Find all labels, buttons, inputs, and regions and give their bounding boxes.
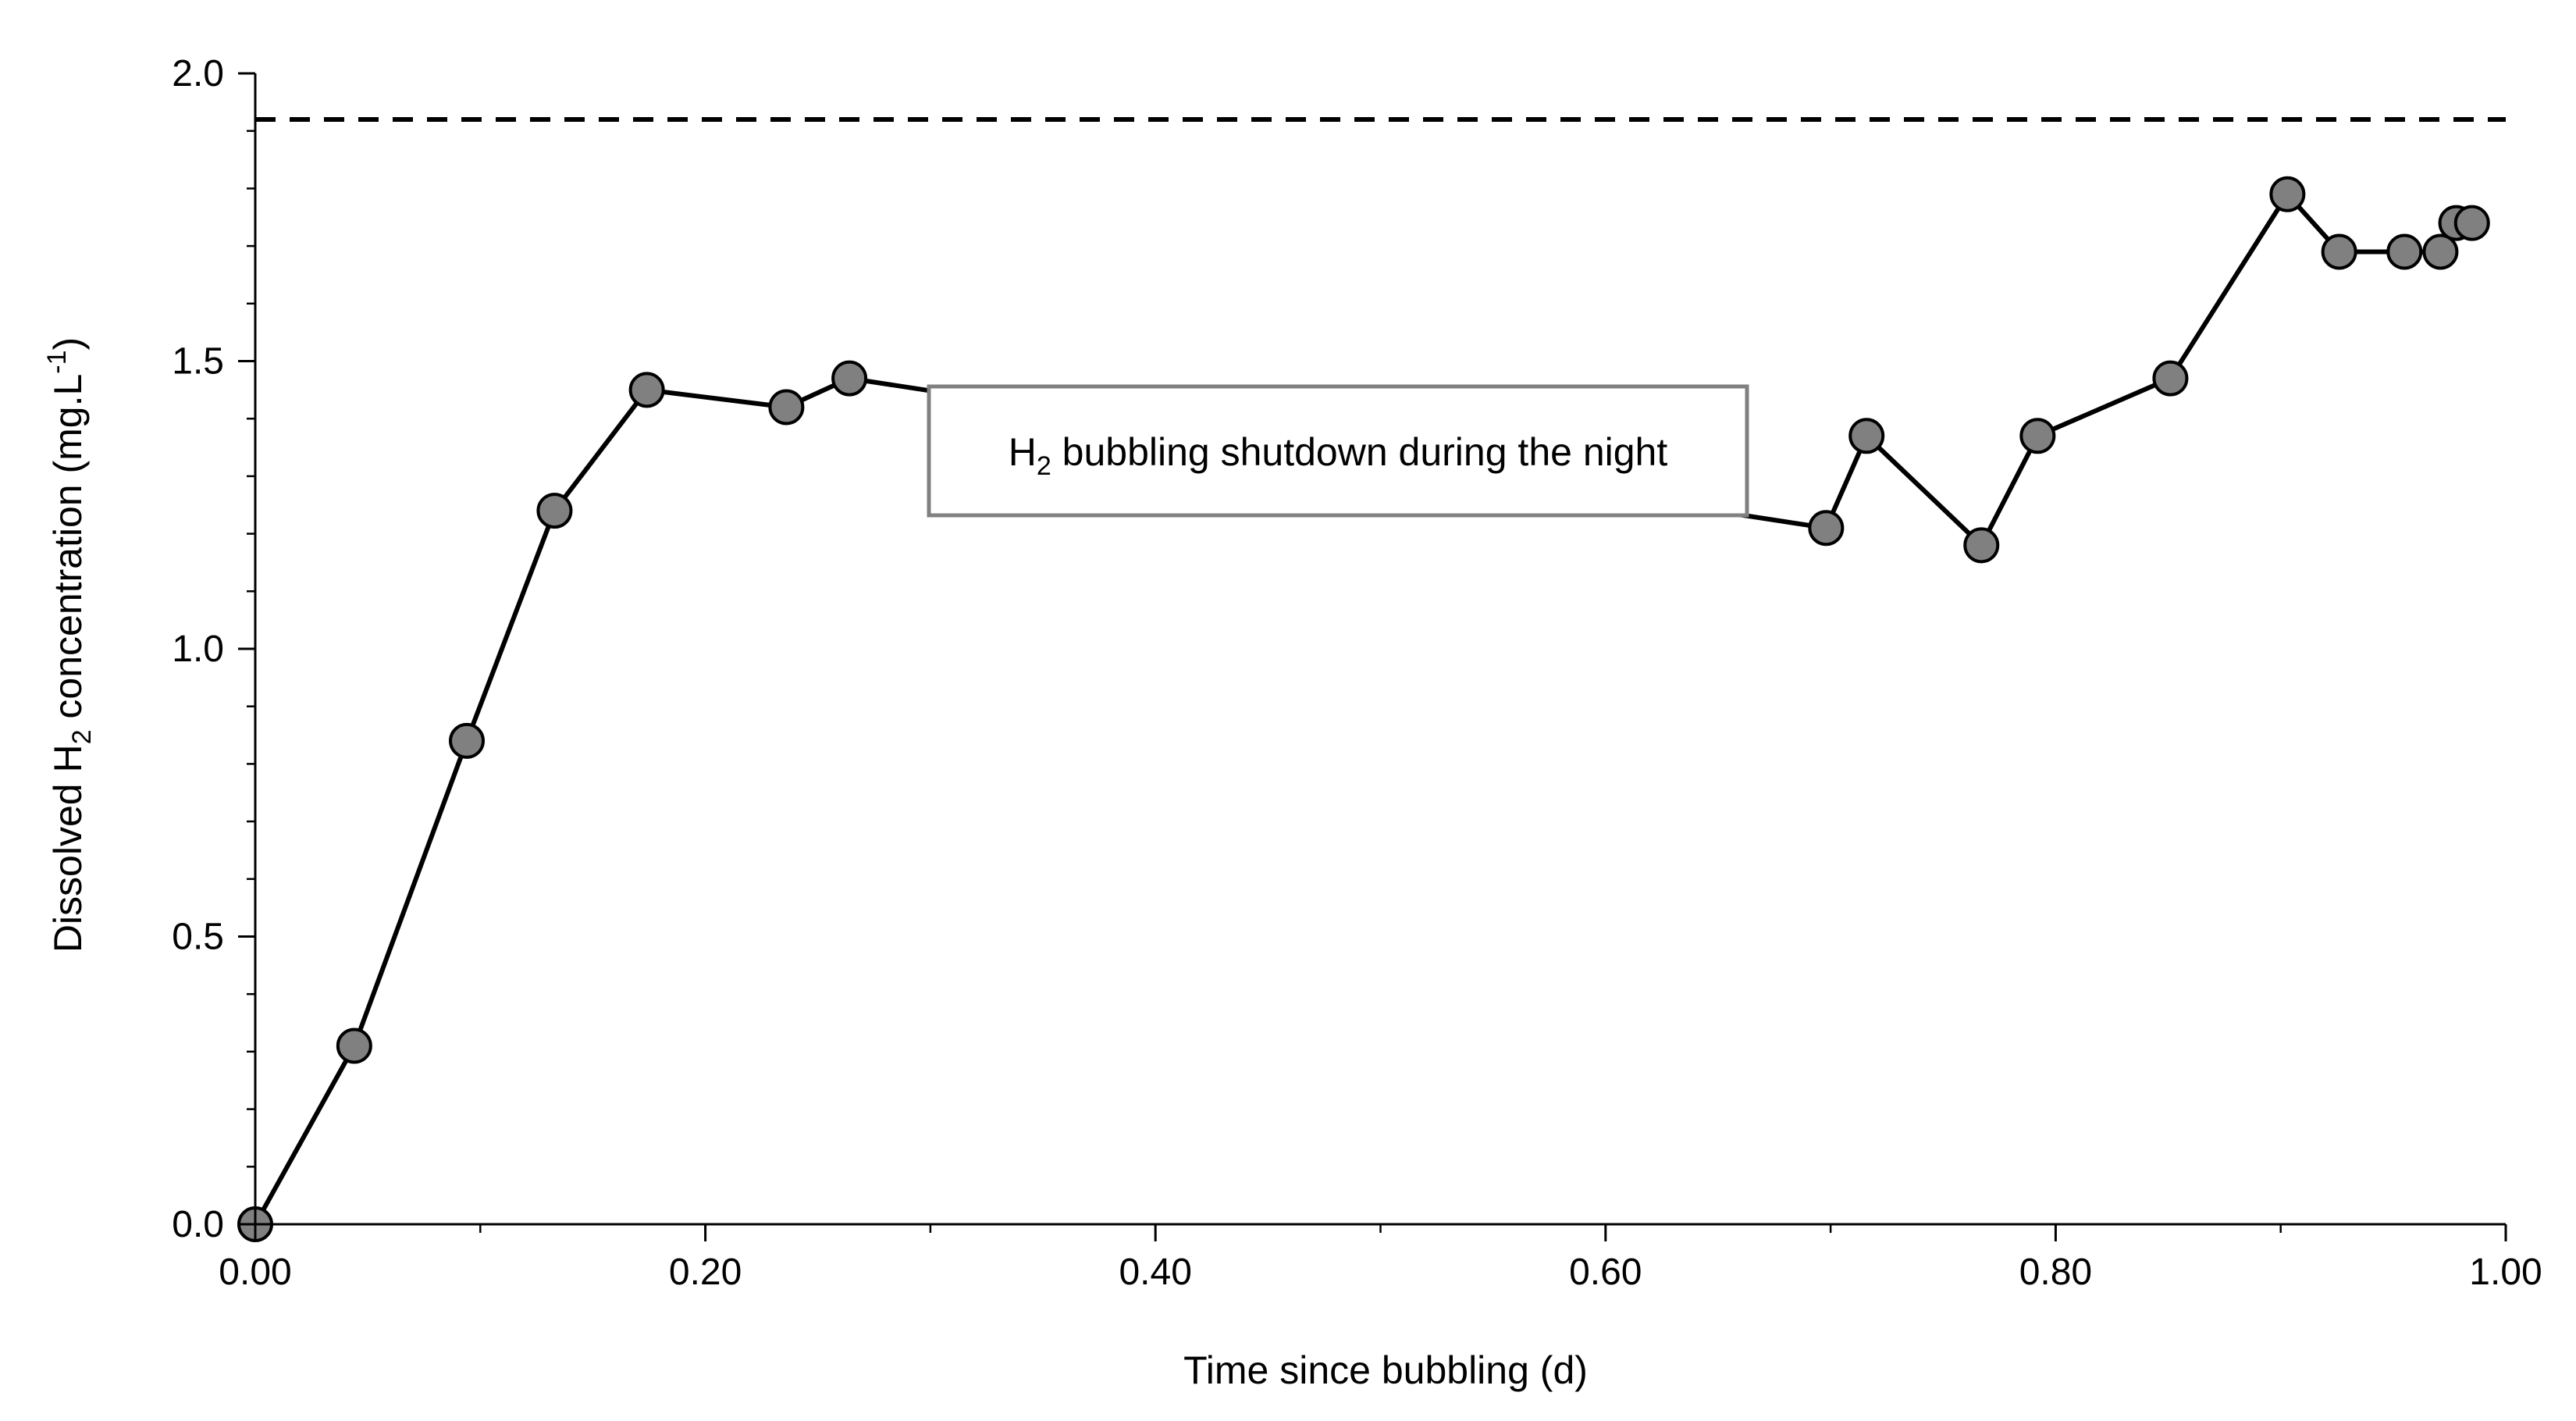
y-tick-label: 2.0 bbox=[172, 53, 224, 94]
y-tick-label: 0.0 bbox=[172, 1204, 224, 1245]
annotation-box bbox=[927, 384, 1749, 518]
y-axis-title: Dissolved H2 concentration (mg.L-1) bbox=[42, 337, 97, 953]
x-tick-label: 0.00 bbox=[219, 1252, 291, 1293]
data-point bbox=[1963, 527, 2000, 564]
series-line bbox=[253, 191, 2472, 1226]
data-point bbox=[2321, 233, 2357, 270]
data-point bbox=[831, 360, 868, 397]
data-point bbox=[768, 389, 805, 426]
data-point bbox=[2386, 233, 2423, 270]
x-axis-title: Time since bubbling (d) bbox=[1183, 1348, 1588, 1392]
axes-layer: 0.00 0.20 0.40 0.60 0.80 1.00 0.0 0.5 1.0 1.5 2.0 bbox=[172, 53, 2542, 1293]
data-point bbox=[628, 372, 665, 408]
series-layer bbox=[237, 176, 2490, 1242]
data-point bbox=[2422, 233, 2459, 270]
y-tick-label: 1.0 bbox=[172, 629, 224, 670]
data-point bbox=[1848, 418, 1885, 454]
annotation: H2 bubbling shutdown during the night bbox=[927, 384, 1749, 518]
data-point bbox=[336, 1027, 372, 1064]
annotation-text: H2 bubbling shutdown during the night bbox=[1009, 430, 1668, 481]
data-point bbox=[449, 722, 486, 759]
x-tick-label: 1.00 bbox=[2469, 1252, 2542, 1293]
x-tick-label: 0.20 bbox=[669, 1252, 742, 1293]
data-point bbox=[2152, 360, 2189, 397]
data-point bbox=[536, 493, 573, 529]
data-point bbox=[1808, 510, 1845, 547]
data-point bbox=[2453, 205, 2490, 241]
data-point bbox=[2019, 418, 2056, 454]
x-tick-label: 0.60 bbox=[1569, 1252, 1642, 1293]
x-tick-label: 0.80 bbox=[2019, 1252, 2092, 1293]
x-tick-label: 0.40 bbox=[1119, 1252, 1191, 1293]
data-point bbox=[2269, 176, 2306, 212]
y-tick-label: 0.5 bbox=[172, 917, 224, 958]
y-tick-label: 1.5 bbox=[172, 341, 224, 383]
